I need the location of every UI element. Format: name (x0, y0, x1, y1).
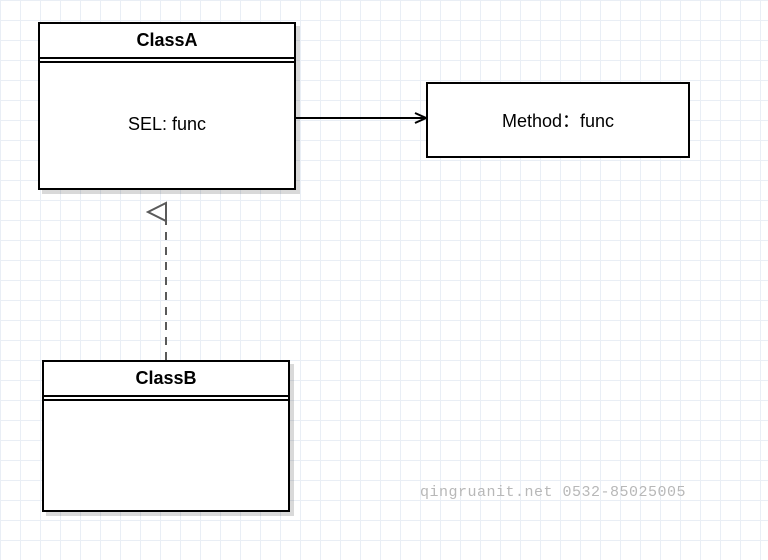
uml-class-a: ClassA SEL: func (38, 22, 296, 190)
class-b-body (44, 397, 288, 505)
class-a-title: ClassA (40, 24, 294, 59)
class-a-body: SEL: func (40, 59, 294, 183)
method-label: Method：func (502, 107, 614, 133)
diagram-canvas: ClassA SEL: func ClassB Method：func qing… (0, 0, 768, 560)
uml-class-b: ClassB (42, 360, 290, 512)
class-b-title: ClassB (44, 362, 288, 397)
method-box: Method：func (426, 82, 690, 158)
watermark-text: qingruanit.net 0532-85025005 (420, 484, 686, 501)
